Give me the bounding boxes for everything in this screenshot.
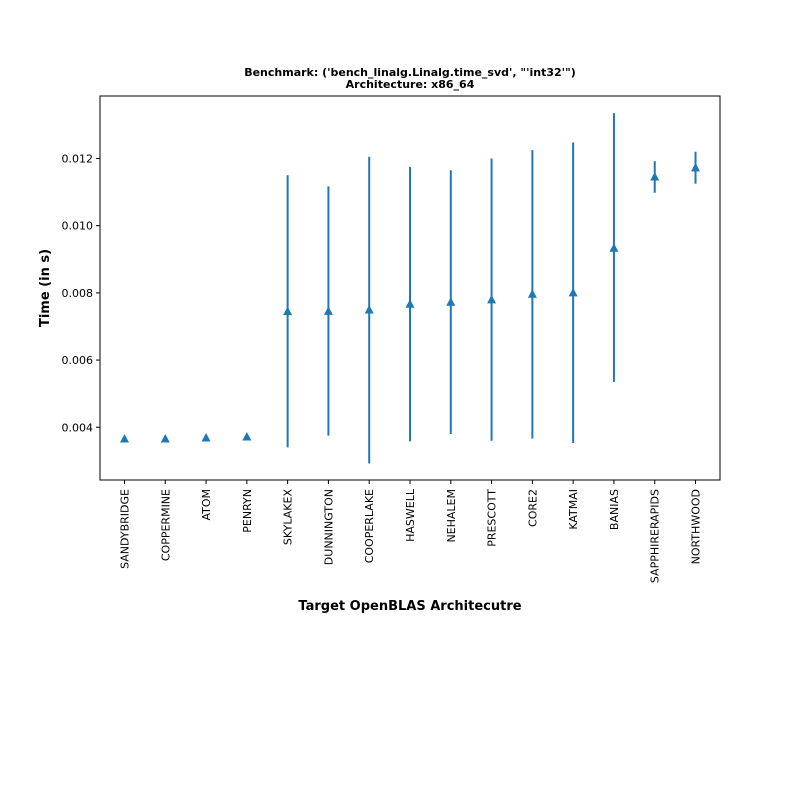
y-tick-label: 0.010: [62, 220, 94, 233]
x-tick-label: SAPPHIRERAPIDS: [649, 489, 662, 583]
x-tick-label: PENRYN: [241, 489, 254, 533]
y-tick-label: 0.006: [62, 354, 94, 367]
y-tick-label: 0.012: [62, 152, 94, 165]
data-point-marker: [650, 171, 660, 181]
y-tick-label: 0.004: [62, 421, 94, 434]
data-point-marker: [487, 294, 497, 304]
data-marks: [119, 113, 701, 464]
data-point-marker: [160, 434, 170, 443]
x-tick-label: COPPERMINE: [159, 489, 172, 561]
data-point-marker: [568, 287, 578, 297]
data-point-marker: [446, 297, 456, 306]
x-tick-label: NORTHWOOD: [690, 489, 703, 564]
x-tick-label: COOPERLAKE: [363, 489, 376, 563]
data-point-marker: [405, 299, 415, 308]
data-point-marker: [691, 162, 701, 172]
data-point-marker: [119, 434, 129, 443]
x-axis-ticks: SANDYBRIDGE COPPERMINE ATOM PENRYN SKYLAKEX D…: [118, 480, 703, 583]
data-point-marker: [527, 289, 537, 298]
x-tick-label: ATOM: [200, 489, 213, 521]
x-tick-label: SKYLAKEX: [282, 489, 295, 546]
y-axis-ticks: 0.004 0.006 0.008 0.010 0.012: [62, 152, 100, 434]
chart-title-line-2: Architecture: x86_64: [346, 78, 475, 91]
chart-title-line-1: Benchmark: ('bench_linalg.Linalg.time_sv…: [244, 66, 576, 79]
y-tick-label: 0.008: [62, 287, 94, 300]
x-tick-label: DUNNINGTON: [322, 489, 335, 565]
x-tick-label: KATMAI: [567, 489, 580, 530]
x-tick-label: CORE2: [526, 489, 539, 527]
data-point-marker: [242, 431, 252, 441]
data-point-marker: [283, 306, 293, 316]
x-axis-label: Target OpenBLAS Architecutre: [298, 599, 521, 614]
data-point-marker: [201, 433, 211, 442]
data-point-marker: [364, 305, 374, 314]
data-point-marker: [323, 306, 333, 315]
x-tick-label: NEHALEM: [445, 489, 458, 543]
x-tick-label: HASWELL: [404, 488, 417, 542]
x-tick-label: SANDYBRIDGE: [118, 489, 131, 569]
y-axis-label: Time (in s): [38, 249, 53, 327]
x-tick-label: PRESCOTT: [486, 489, 499, 547]
data-point-marker: [609, 243, 619, 252]
x-tick-label: BANIAS: [608, 489, 621, 530]
